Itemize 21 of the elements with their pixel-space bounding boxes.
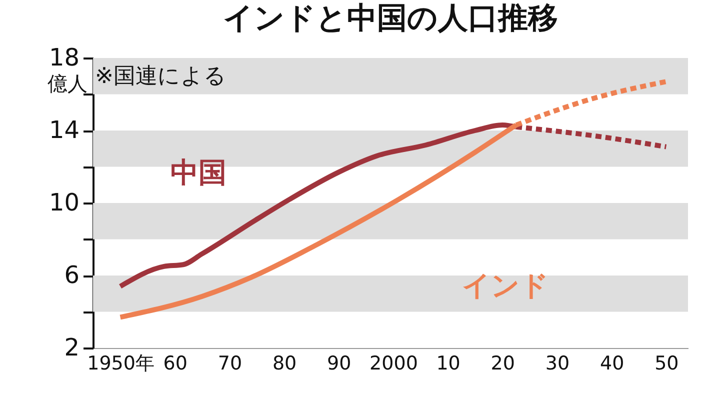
y-tick-label: 18: [48, 44, 80, 72]
annotation: ※国連による: [95, 64, 226, 89]
x-tick-label: 80: [272, 352, 297, 374]
y-tick-label: 14: [48, 116, 80, 144]
y-axis-title: 億人: [48, 72, 88, 96]
x-tick-label: 50: [654, 352, 679, 374]
x-tick-label: 90: [327, 352, 352, 374]
y-tick-label: 2: [64, 334, 80, 362]
x-tick-label: 10: [436, 352, 460, 374]
x-tick-label: 30: [545, 352, 570, 374]
text: インド: [462, 269, 549, 302]
y-tick-label: 6: [64, 261, 80, 289]
x-tick-label: 2000: [370, 352, 418, 374]
x-tick-label: 1950年: [87, 352, 154, 374]
y-tick-label: 10: [48, 188, 80, 216]
x-tick-label: 70: [218, 352, 242, 374]
x-tick-label: 60: [163, 352, 188, 374]
chart-title: インドと中国の人口推移: [223, 1, 558, 36]
x-tick-label: 40: [600, 352, 624, 374]
x-tick-label: 20: [490, 352, 515, 374]
series-label: 中国: [170, 156, 226, 189]
